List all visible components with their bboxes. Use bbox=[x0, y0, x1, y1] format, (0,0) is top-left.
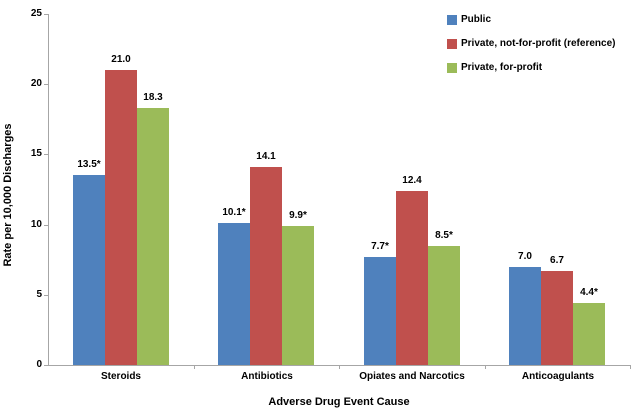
legend-label-private-not-for-profit: Private, not-for-profit (reference) bbox=[461, 38, 616, 49]
bar-value-label: 7.7* bbox=[371, 241, 389, 252]
legend-label-private-for-profit: Private, for-profit bbox=[461, 62, 543, 73]
y-tick-mark bbox=[44, 225, 48, 226]
y-tick-mark bbox=[44, 154, 48, 155]
legend-swatch-public-icon bbox=[447, 14, 457, 25]
y-tick-label: 5 bbox=[36, 289, 42, 300]
bar-private-not-for-profit-reference-steroids bbox=[105, 70, 137, 365]
legend: Public Private, not-for-profit (referenc… bbox=[447, 14, 615, 86]
x-axis-title: Adverse Drug Event Cause bbox=[268, 396, 410, 408]
bar-value-label: 21.0 bbox=[111, 54, 131, 65]
bar-public-opiates-and-narcotics bbox=[364, 257, 396, 365]
y-tick-label: 0 bbox=[36, 359, 42, 370]
bar-value-label: 9.9* bbox=[289, 210, 307, 221]
bar-private-not-for-profit-reference-opiates-and-narcotics bbox=[396, 191, 428, 365]
bar-private-for-profit-anticoagulants bbox=[573, 303, 605, 365]
y-tick-label: 15 bbox=[30, 148, 42, 159]
legend-item-private-not-for-profit: Private, not-for-profit (reference) bbox=[447, 38, 615, 49]
x-tick-mark bbox=[339, 365, 340, 369]
bar-private-not-for-profit-reference-anticoagulants bbox=[541, 271, 573, 365]
legend-item-public: Public bbox=[447, 14, 615, 25]
x-tick-label-antibiotics: Antibiotics bbox=[241, 371, 293, 382]
bar-value-label: 18.3 bbox=[143, 92, 163, 103]
legend-label-public: Public bbox=[461, 14, 492, 25]
y-tick-label: 20 bbox=[30, 78, 42, 89]
y-tick-label: 25 bbox=[30, 8, 42, 19]
x-tick-label-opiates-and-narcotics: Opiates and Narcotics bbox=[359, 371, 465, 382]
bar-public-antibiotics bbox=[218, 223, 250, 365]
x-tick-label-steroids: Steroids bbox=[100, 371, 141, 382]
x-tick-mark bbox=[630, 365, 631, 369]
bar-value-label: 12.4 bbox=[402, 175, 422, 186]
y-tick-mark bbox=[44, 365, 48, 366]
x-tick-mark bbox=[194, 365, 195, 369]
x-tick-mark bbox=[485, 365, 486, 369]
legend-swatch-private-not-for-profit-icon bbox=[447, 38, 457, 49]
bar-public-anticoagulants bbox=[509, 267, 541, 365]
bar-public-steroids bbox=[73, 175, 105, 365]
y-tick-mark bbox=[44, 84, 48, 85]
bar-value-label: 6.7 bbox=[550, 255, 564, 266]
legend-item-private-for-profit: Private, for-profit bbox=[447, 62, 615, 73]
bar-value-label: 14.1 bbox=[256, 151, 276, 162]
bar-value-label: 10.1* bbox=[222, 207, 246, 218]
bar-private-for-profit-antibiotics bbox=[282, 226, 314, 365]
bar-private-for-profit-opiates-and-narcotics bbox=[428, 246, 460, 365]
y-axis-line bbox=[48, 14, 49, 366]
x-tick-label-anticoagulants: Anticoagulants bbox=[521, 371, 595, 382]
bar-value-label: 4.4* bbox=[580, 287, 598, 298]
y-axis-title: Rate per 10,000 Discharges bbox=[2, 123, 14, 267]
y-tick-label: 10 bbox=[30, 219, 42, 230]
bar-value-label: 13.5* bbox=[77, 159, 101, 170]
legend-swatch-private-for-profit-icon bbox=[447, 62, 457, 73]
bar-value-label: 7.0 bbox=[518, 251, 532, 262]
bar-private-not-for-profit-reference-antibiotics bbox=[250, 167, 282, 365]
bar-value-label: 8.5* bbox=[435, 230, 453, 241]
y-tick-mark bbox=[44, 14, 48, 15]
y-tick-mark bbox=[44, 295, 48, 296]
bar-private-for-profit-steroids bbox=[137, 108, 169, 365]
